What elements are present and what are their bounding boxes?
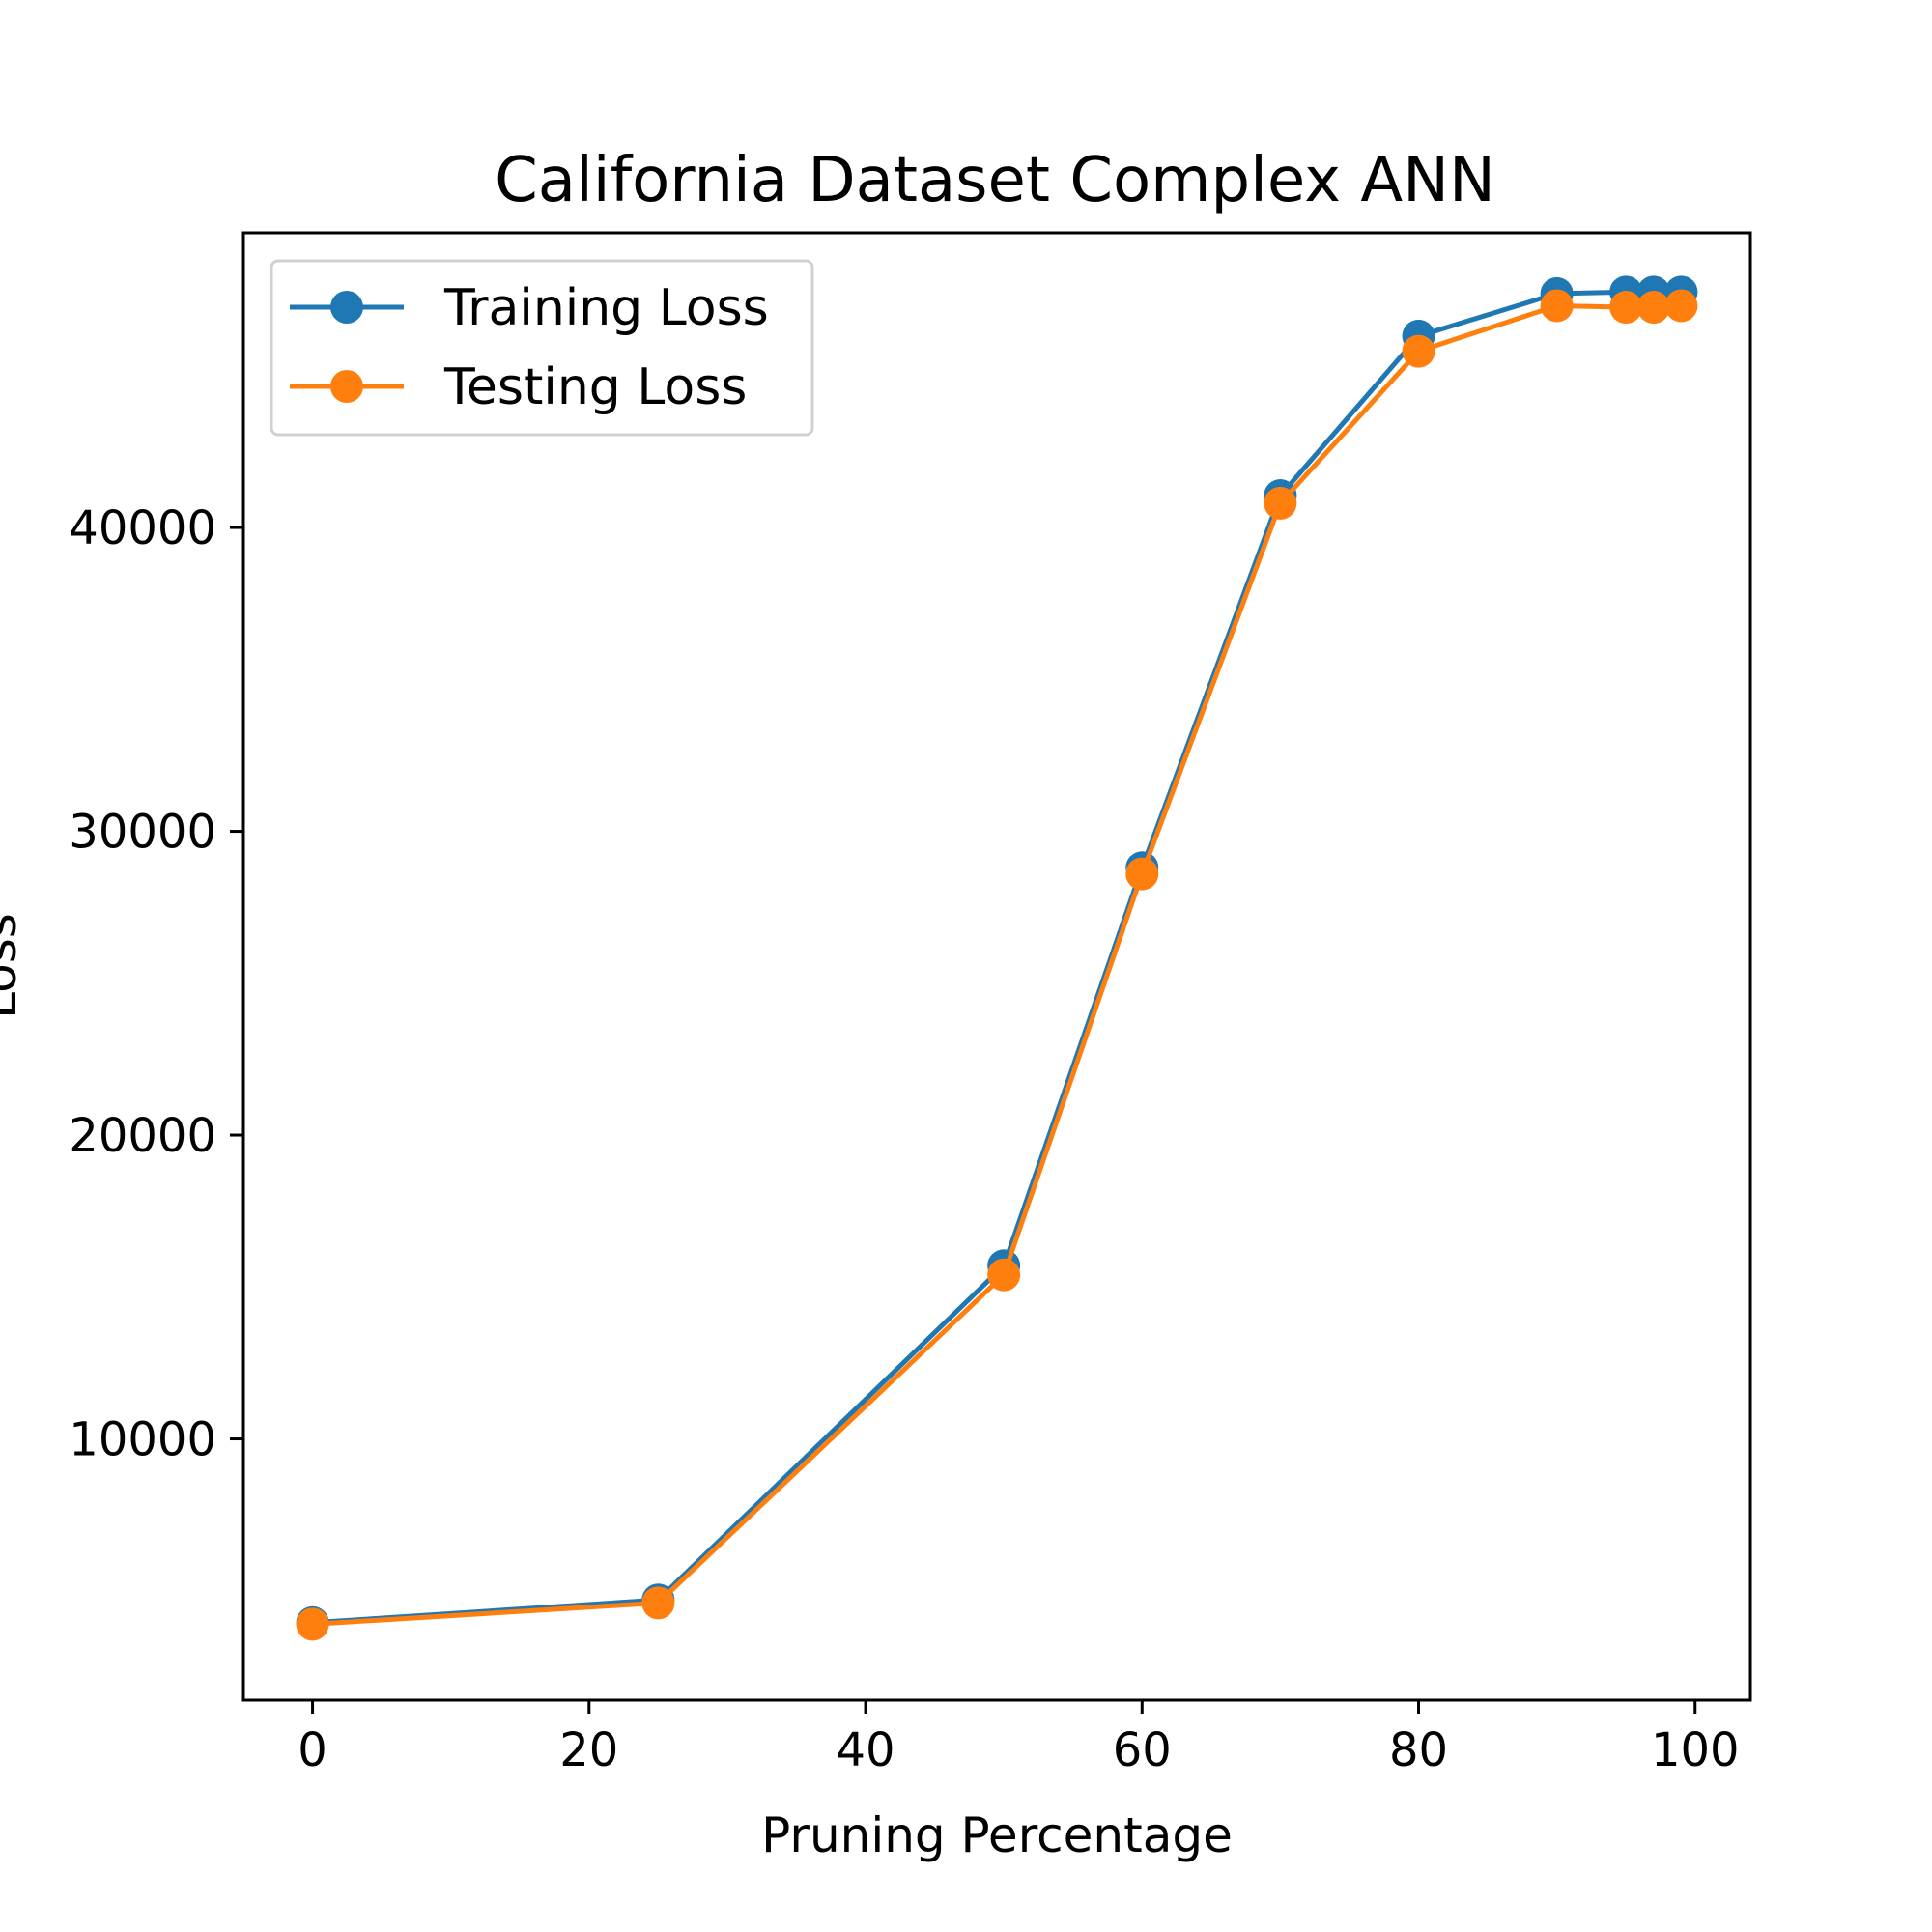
testing-loss-point bbox=[1609, 291, 1643, 325]
x-tick-label: 0 bbox=[298, 1723, 327, 1777]
training-loss-series bbox=[296, 275, 1698, 1639]
y-tick-label: 30000 bbox=[69, 806, 216, 860]
x-tick-label: 60 bbox=[1113, 1723, 1172, 1777]
y-axis-label: Loss bbox=[0, 913, 27, 1019]
legend-box bbox=[270, 259, 814, 437]
legend-marker-training-loss bbox=[330, 291, 363, 324]
x-tick-label: 40 bbox=[836, 1723, 895, 1777]
testing-loss-point bbox=[1636, 291, 1670, 325]
testing-loss-point bbox=[987, 1258, 1021, 1292]
legend-marker-testing-loss bbox=[330, 370, 363, 403]
y-tick-label: 10000 bbox=[69, 1413, 216, 1467]
chart-title: California Dataset Complex ANN bbox=[495, 145, 1495, 216]
testing-loss-point bbox=[1402, 334, 1435, 368]
testing-loss-point bbox=[641, 1586, 675, 1620]
legend-label-training-loss: Training Loss bbox=[443, 279, 769, 337]
legend: Training Loss Testing Loss bbox=[270, 259, 814, 437]
testing-loss-point bbox=[1264, 486, 1297, 520]
legend-label-testing-loss: Testing Loss bbox=[443, 358, 747, 416]
testing-loss-series bbox=[296, 289, 1698, 1641]
y-tick-label: 40000 bbox=[69, 501, 216, 555]
testing-loss-point bbox=[296, 1607, 329, 1641]
testing-loss-point bbox=[1664, 289, 1698, 323]
x-axis-label: Pruning Percentage bbox=[761, 1807, 1233, 1863]
x-tick-label: 80 bbox=[1389, 1723, 1448, 1777]
testing-loss-point bbox=[1540, 289, 1574, 323]
plot-frame bbox=[242, 231, 1752, 1702]
x-axis: 0 20 40 60 80 100 bbox=[298, 1700, 1740, 1777]
training-loss-line bbox=[312, 289, 1682, 1626]
testing-loss-point bbox=[1125, 857, 1159, 891]
plot-series bbox=[296, 275, 1698, 1641]
y-tick-label: 20000 bbox=[69, 1109, 216, 1163]
y-axis: 10000 20000 30000 40000 bbox=[69, 501, 243, 1467]
x-tick-label: 100 bbox=[1651, 1723, 1740, 1777]
x-tick-label: 20 bbox=[559, 1723, 618, 1777]
testing-loss-line bbox=[312, 302, 1682, 1627]
